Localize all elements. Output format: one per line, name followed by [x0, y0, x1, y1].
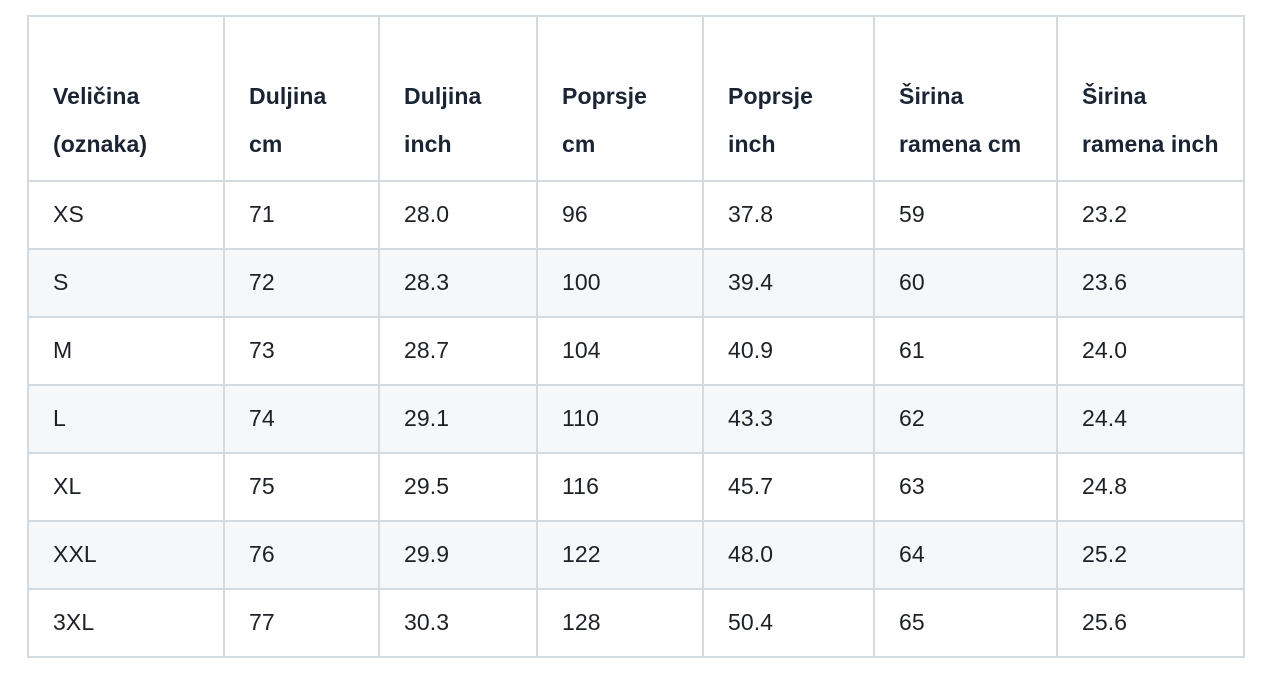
value-cell: 64: [873, 520, 1058, 590]
column-header-length-inch: Duljina inch: [378, 15, 538, 182]
value-cell: 65: [873, 588, 1058, 658]
size-chart-table: Veličina (oznaka) Duljina cm Duljina inc…: [27, 15, 1245, 658]
size-cell: XL: [27, 452, 225, 522]
value-cell: 62: [873, 384, 1058, 454]
size-cell: XS: [27, 180, 225, 250]
value-cell: 24.8: [1056, 452, 1245, 522]
column-header-chest-inch: Poprsje inch: [702, 15, 875, 182]
size-cell: L: [27, 384, 225, 454]
value-cell: 77: [223, 588, 380, 658]
value-cell: 48.0: [702, 520, 875, 590]
value-cell: 29.1: [378, 384, 538, 454]
value-cell: 50.4: [702, 588, 875, 658]
table-row-l: L 74 29.1 110 43.3 62 24.4: [27, 384, 1245, 454]
value-cell: 40.9: [702, 316, 875, 386]
table-row-m: M 73 28.7 104 40.9 61 24.0: [27, 316, 1245, 386]
value-cell: 23.2: [1056, 180, 1245, 250]
value-cell: 29.9: [378, 520, 538, 590]
value-cell: 45.7: [702, 452, 875, 522]
value-cell: 73: [223, 316, 380, 386]
value-cell: 122: [536, 520, 704, 590]
value-cell: 30.3: [378, 588, 538, 658]
value-cell: 24.0: [1056, 316, 1245, 386]
value-cell: 76: [223, 520, 380, 590]
value-cell: 43.3: [702, 384, 875, 454]
value-cell: 96: [536, 180, 704, 250]
size-cell: XXL: [27, 520, 225, 590]
size-cell: M: [27, 316, 225, 386]
value-cell: 28.0: [378, 180, 538, 250]
value-cell: 72: [223, 248, 380, 318]
value-cell: 28.7: [378, 316, 538, 386]
value-cell: 28.3: [378, 248, 538, 318]
value-cell: 25.6: [1056, 588, 1245, 658]
value-cell: 63: [873, 452, 1058, 522]
value-cell: 104: [536, 316, 704, 386]
value-cell: 29.5: [378, 452, 538, 522]
table-row-xs: XS 71 28.0 96 37.8 59 23.2: [27, 180, 1245, 250]
value-cell: 37.8: [702, 180, 875, 250]
size-cell: S: [27, 248, 225, 318]
value-cell: 59: [873, 180, 1058, 250]
value-cell: 39.4: [702, 248, 875, 318]
value-cell: 100: [536, 248, 704, 318]
column-header-size: Veličina (oznaka): [27, 15, 225, 182]
value-cell: 61: [873, 316, 1058, 386]
value-cell: 110: [536, 384, 704, 454]
value-cell: 24.4: [1056, 384, 1245, 454]
value-cell: 25.2: [1056, 520, 1245, 590]
value-cell: 60: [873, 248, 1058, 318]
column-header-chest-cm: Poprsje cm: [536, 15, 704, 182]
value-cell: 75: [223, 452, 380, 522]
column-header-length-cm: Duljina cm: [223, 15, 380, 182]
table-row-xl: XL 75 29.5 116 45.7 63 24.8: [27, 452, 1245, 522]
value-cell: 116: [536, 452, 704, 522]
size-cell: 3XL: [27, 588, 225, 658]
header-row: Veličina (oznaka) Duljina cm Duljina inc…: [27, 15, 1245, 182]
value-cell: 128: [536, 588, 704, 658]
table-row-3xl: 3XL 77 30.3 128 50.4 65 25.6: [27, 588, 1245, 658]
column-header-shoulder-inch: Širina ramena inch: [1056, 15, 1245, 182]
value-cell: 23.6: [1056, 248, 1245, 318]
column-header-shoulder-cm: Širina ramena cm: [873, 15, 1058, 182]
table-row-xxl: XXL 76 29.9 122 48.0 64 25.2: [27, 520, 1245, 590]
value-cell: 74: [223, 384, 380, 454]
table-row-s: S 72 28.3 100 39.4 60 23.6: [27, 248, 1245, 318]
value-cell: 71: [223, 180, 380, 250]
